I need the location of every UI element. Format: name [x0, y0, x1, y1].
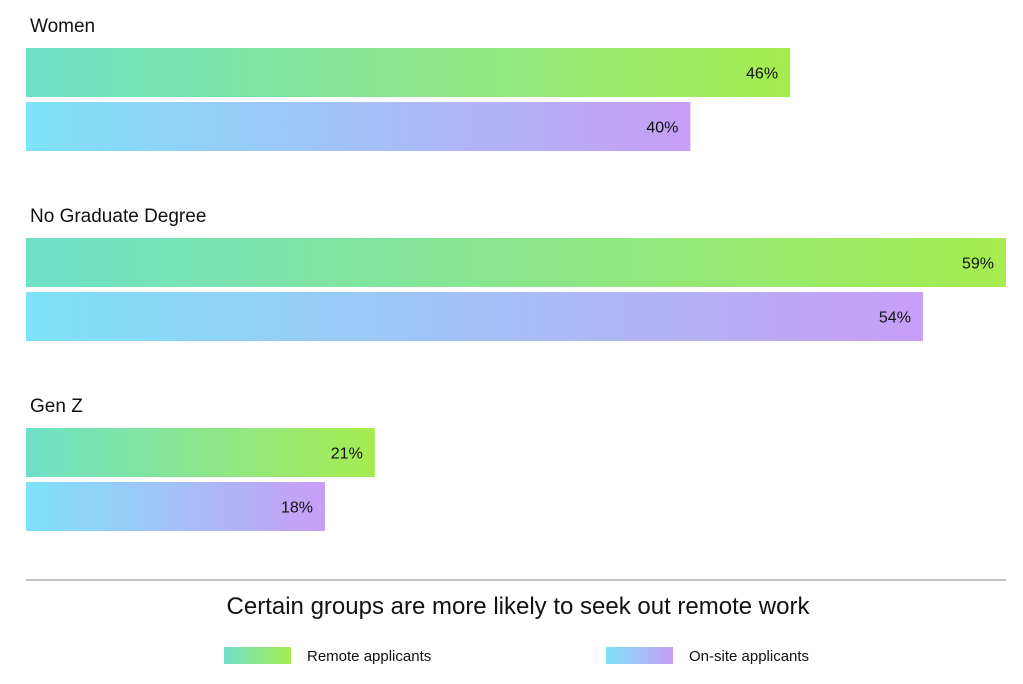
legend-label-remote-applicants: Remote applicants: [307, 648, 431, 665]
legend-swatch-remote-applicants: [224, 647, 291, 664]
group-label-gen-z: Gen Z: [30, 396, 83, 417]
group-label-no-graduate-degree: No Graduate Degree: [30, 206, 206, 227]
value-label-gen-z-on-site-applicants: 18%: [281, 500, 313, 517]
bars-layer: Women 46% 40% No Graduate Degree 59% 54% Gen Z…: [26, 16, 1006, 531]
bar-gen-z-remote-applicants: [26, 428, 375, 477]
legend-swatch-on-site-applicants: [606, 647, 673, 664]
value-label-no-graduate-degree-remote-applicants: 59%: [962, 256, 994, 273]
bar-no-graduate-degree-on-site-applicants: [26, 292, 923, 341]
legend: Remote applicants On-site applicants: [224, 647, 809, 665]
bar-no-graduate-degree-remote-applicants: [26, 238, 1006, 287]
chart-title: Certain groups are more likely to seek o…: [227, 593, 811, 620]
value-label-no-graduate-degree-on-site-applicants: 54%: [879, 310, 911, 327]
group-label-women: Women: [30, 16, 95, 37]
value-label-gen-z-remote-applicants: 21%: [331, 446, 363, 463]
bar-gen-z-on-site-applicants: [26, 482, 325, 531]
legend-label-on-site-applicants: On-site applicants: [689, 648, 809, 665]
bar-women-remote-applicants: [26, 48, 791, 97]
value-label-women-remote-applicants: 46%: [746, 66, 778, 83]
bar-women-on-site-applicants: [26, 102, 691, 151]
value-label-women-on-site-applicants: 40%: [646, 120, 678, 137]
